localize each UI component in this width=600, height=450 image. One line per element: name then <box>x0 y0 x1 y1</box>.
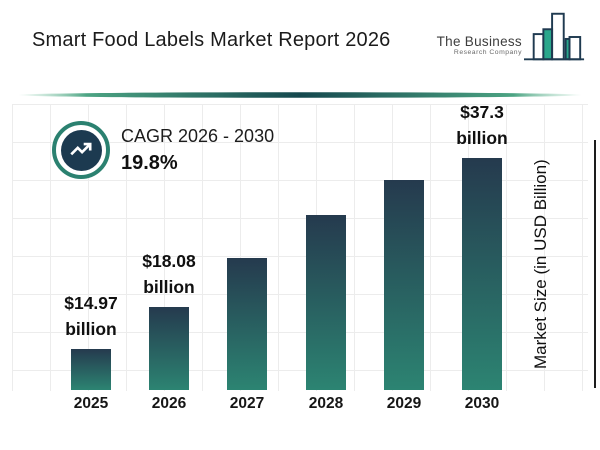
page-title: Smart Food Labels Market Report 2026 <box>32 29 391 51</box>
logo: The Business Research Company <box>437 8 586 66</box>
y-axis-line <box>594 140 596 388</box>
cagr-text-block: CAGR 2026 - 2030 19.8% <box>121 126 274 175</box>
cagr-label: CAGR 2026 - 2030 <box>121 126 275 146</box>
cagr-badge <box>52 121 110 179</box>
bar-2025 <box>71 349 111 390</box>
logo-name: The Business <box>436 34 522 49</box>
bar-2026 <box>149 307 189 390</box>
cagr-value: 19.8% <box>121 152 178 174</box>
value-label-line1: $18.08 <box>142 251 196 271</box>
trending-up-icon <box>70 142 92 156</box>
bar-2029 <box>384 180 424 390</box>
cagr-badge-circle <box>60 129 102 171</box>
x-tick-2025: 2025 <box>73 395 109 412</box>
divider-line <box>19 92 581 98</box>
value-label-line2: billion <box>456 128 508 148</box>
value-label-line2: billion <box>65 319 117 339</box>
value-label-2026: $18.08 billion <box>109 248 229 300</box>
bar-2027 <box>227 258 267 390</box>
y-axis-label: Market Size (in USD Billion) <box>531 159 550 369</box>
bar-2028 <box>306 215 346 390</box>
logo-subname: Research Company <box>453 49 522 56</box>
logo-bars-icon <box>524 12 585 61</box>
value-label-2030: $37.3 billion <box>422 99 542 151</box>
x-tick-2028: 2028 <box>308 395 344 412</box>
value-label-2025: $14.97 billion <box>31 290 151 342</box>
x-tick-2027: 2027 <box>229 395 265 412</box>
x-tick-2029: 2029 <box>386 395 422 412</box>
bar-2030 <box>462 158 502 390</box>
value-label-line1: $37.3 <box>460 102 504 122</box>
logo-text: The Business Research Company <box>437 35 522 57</box>
value-label-line2: billion <box>143 277 195 297</box>
x-tick-2030: 2030 <box>464 395 500 412</box>
value-label-line1: $14.97 <box>64 293 118 313</box>
x-tick-2026: 2026 <box>151 395 187 412</box>
